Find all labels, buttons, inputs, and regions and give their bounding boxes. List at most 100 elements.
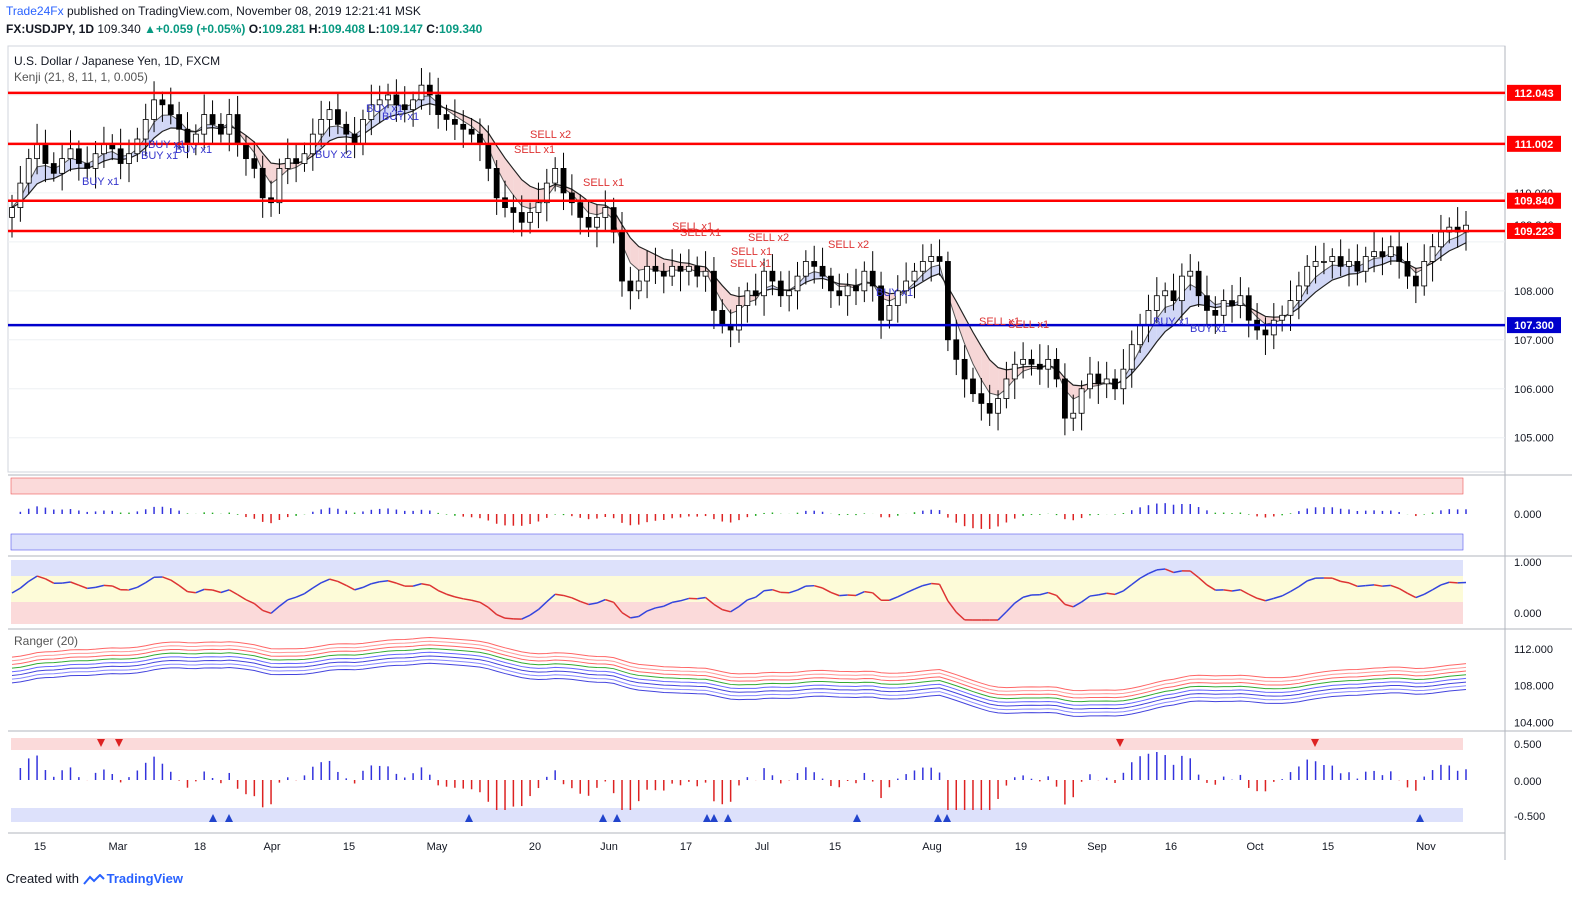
msi-upper-zone <box>10 477 1464 495</box>
candle-body <box>861 270 868 292</box>
chart-title: U.S. Dollar / Japanese Yen, 1D, FXCM <box>14 54 220 68</box>
candle-body <box>1045 358 1052 370</box>
tdi-line-segment <box>830 591 840 597</box>
candle-body <box>777 280 784 297</box>
buy-signal-label: BUY x1 <box>175 144 212 156</box>
tdi-line-segment <box>1398 587 1408 594</box>
sell-signal-label: SELL x1 <box>672 221 713 233</box>
candle-body <box>435 94 442 115</box>
candle-body <box>1237 295 1244 306</box>
level-label-bg <box>1507 192 1561 209</box>
candle-body <box>752 290 759 297</box>
sell-signal-label: SELL x1 <box>731 246 772 258</box>
tdi-line-segment <box>872 592 882 601</box>
candle-body <box>1112 378 1118 390</box>
kenji-band-segment <box>1449 236 1458 251</box>
tdi-line-segment <box>1164 568 1174 574</box>
tdi-line-segment <box>897 592 907 598</box>
x-tick-label: 18 <box>194 841 206 853</box>
candle-body <box>1103 378 1110 385</box>
candle-body <box>1212 310 1219 316</box>
tdi-line-segment <box>613 601 623 614</box>
kenji-band-segment <box>463 115 472 127</box>
tdi-line-segment <box>814 584 823 589</box>
candle-body <box>1061 378 1068 419</box>
candle-body <box>886 305 893 321</box>
candle-body <box>928 256 935 262</box>
tradingview-brand[interactable]: TradingView <box>106 871 183 886</box>
level-label: 111.002 <box>1515 139 1554 151</box>
tdi-line-segment <box>446 593 456 598</box>
tdi-line-segment <box>1055 594 1066 605</box>
open-value: 109.281 <box>262 22 306 36</box>
candle-body <box>878 285 884 321</box>
candle-body <box>719 310 726 326</box>
tdi-line-segment <box>212 589 222 594</box>
candle-body <box>426 84 433 96</box>
x-tick-label: 17 <box>680 841 692 853</box>
candle-body <box>276 168 283 204</box>
candle-body <box>477 133 483 145</box>
candle-body <box>1354 261 1361 272</box>
candle-body <box>1438 231 1444 248</box>
buy-signal-label: BUY x1 <box>141 150 178 162</box>
candle-body <box>1362 256 1369 272</box>
tdi-line-segment <box>772 588 782 594</box>
candle-body <box>518 212 525 223</box>
tdi-line-segment <box>320 578 330 584</box>
sell-signal-label: SELL x2 <box>828 239 869 251</box>
candle-body <box>1412 275 1419 287</box>
candle-body <box>869 270 876 287</box>
tdi-line-segment <box>1039 591 1049 596</box>
buy-triangle-icon <box>209 814 217 822</box>
candle-body <box>894 290 901 306</box>
kenji-band-segment <box>513 169 522 206</box>
tdi-line-segment <box>496 613 506 619</box>
tdi-line-segment <box>1089 594 1099 597</box>
kenji-band-segment <box>989 359 999 396</box>
tdi-line-segment <box>1173 570 1183 574</box>
tdi-line-segment <box>11 587 21 594</box>
kenji-band-segment <box>488 132 497 168</box>
pane-title: Ranger (20) <box>14 634 78 648</box>
x-tick-label: 15 <box>829 841 841 853</box>
kenji-band-segment <box>922 267 932 282</box>
candle-body <box>836 290 843 297</box>
tdi-line-segment <box>1281 590 1291 597</box>
kenji-band-segment <box>956 301 965 344</box>
candle-body <box>1195 270 1202 297</box>
tdi-line-segment <box>605 598 614 604</box>
tdi-line-segment <box>78 584 88 590</box>
candle-body <box>351 133 358 145</box>
candle-body <box>142 119 149 140</box>
kenji-band-segment <box>1140 333 1149 364</box>
candle-body <box>301 153 308 164</box>
tdi-line-segment <box>571 597 581 603</box>
candle-body <box>844 285 851 297</box>
kenji-band-segment <box>388 104 397 118</box>
candle-body <box>176 114 183 130</box>
tdi-line-segment <box>1382 584 1391 587</box>
candle-body <box>794 275 801 292</box>
indicator-label: Kenji (21, 8, 11, 1, 0.005) <box>14 70 148 84</box>
tdi-line-segment <box>287 596 297 601</box>
tradingview-logo-icon <box>82 873 105 885</box>
tdi-line-segment <box>1131 577 1141 586</box>
y-tick-label: 107.000 <box>1514 335 1554 347</box>
candle-body <box>201 114 208 135</box>
buy-triangle-icon <box>724 814 732 822</box>
candle-body <box>243 143 249 160</box>
x-tick-label: Nov <box>1416 841 1436 853</box>
mega-tick: 0.500 <box>1514 739 1542 751</box>
candle-body <box>1404 261 1411 277</box>
tdi-line-segment <box>1047 591 1057 597</box>
tdi-line-segment <box>1240 589 1250 595</box>
tdi-line-segment <box>1290 585 1300 593</box>
kenji-band-segment <box>647 250 656 270</box>
tdi-line-segment <box>362 583 372 589</box>
candle-body <box>159 99 166 106</box>
candle-body <box>644 265 650 282</box>
author-link[interactable]: Trade24Fx <box>6 4 64 18</box>
tdi-upper-zone <box>11 560 1463 576</box>
